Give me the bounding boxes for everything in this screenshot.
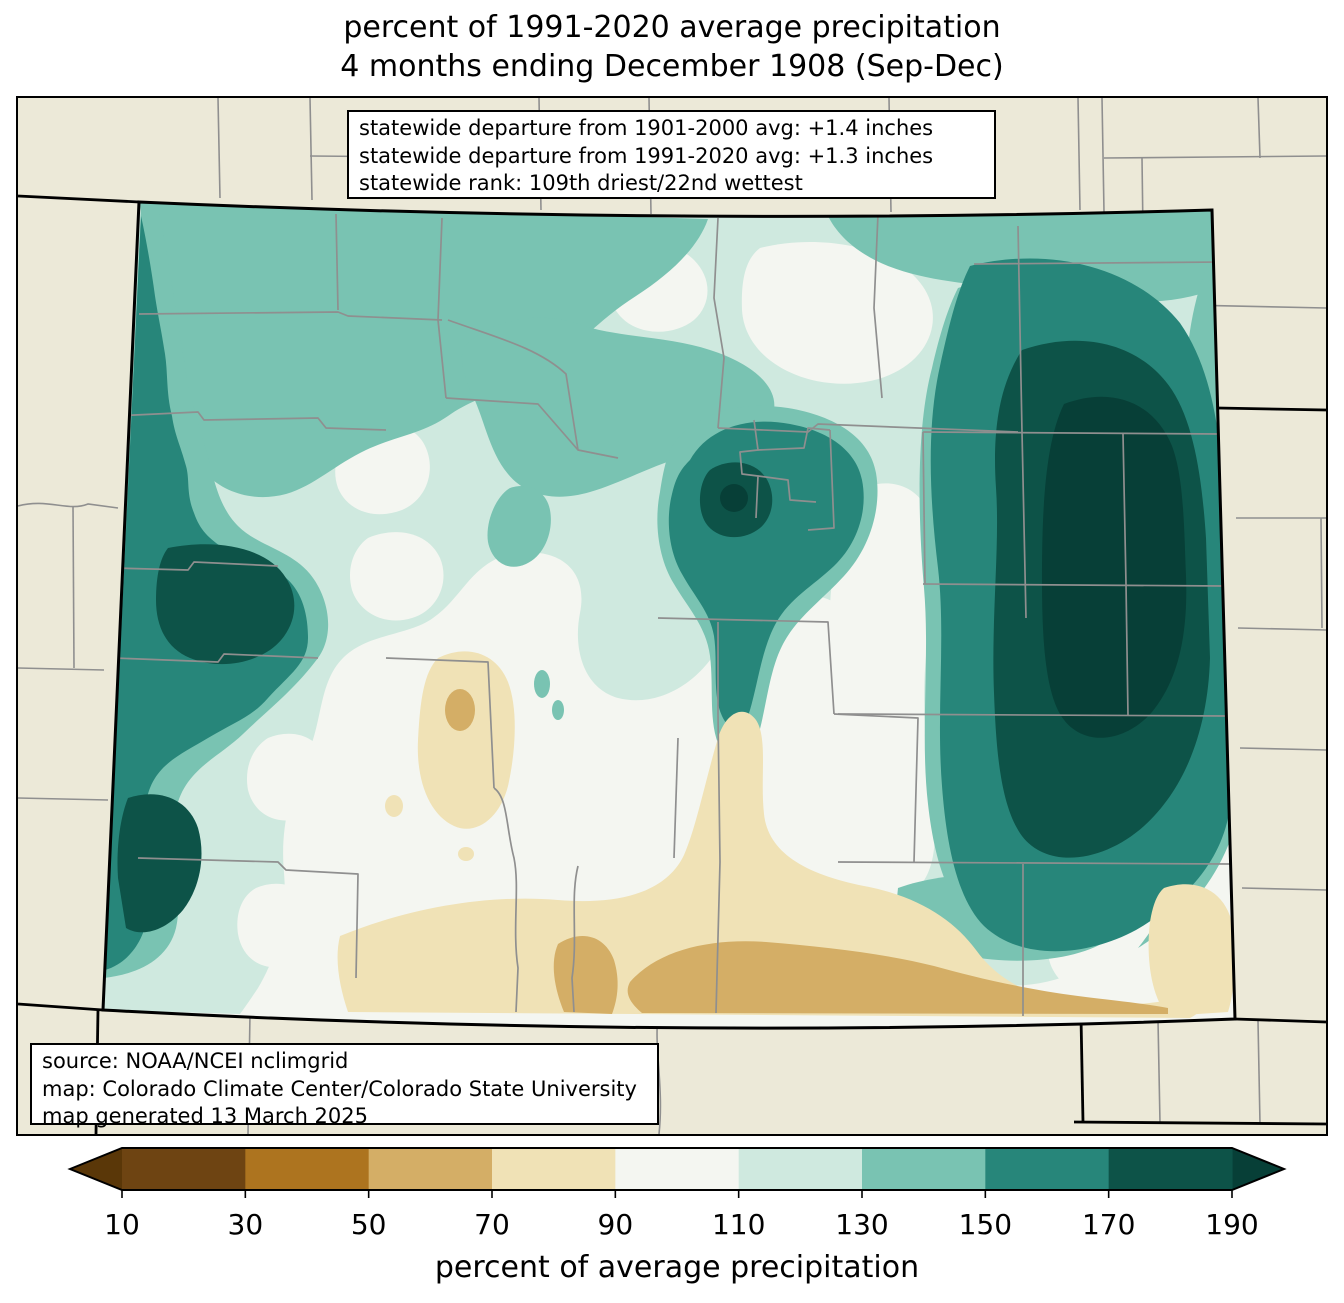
colorbar-segment-110-130 (738, 1148, 863, 1190)
contour-regions-gt190 (720, 396, 1187, 738)
colorbar-tick-label: 130 (835, 1208, 888, 1241)
colorbar-extend-high-arrow-icon (1232, 1148, 1284, 1190)
colorbar-tick-label: 10 (104, 1208, 140, 1241)
state-border-ut-az (18, 1002, 104, 1012)
colorbar-segment-30-50 (245, 1148, 370, 1190)
figure-title-line2: 4 months ending December 1908 (Sep-Dec) (340, 49, 1004, 84)
figure-title: percent of 1991-2020 average precipitati… (0, 8, 1344, 86)
figure-title-line1: percent of 1991-2020 average precipitati… (343, 10, 1001, 45)
credit-line-generated: map generated 13 March 2025 (42, 1104, 369, 1128)
credit-line-source: source: NOAA/NCEI nclimgrid (42, 1049, 349, 1073)
statewide-stats-box: statewide departure from 1901-2000 avg: … (347, 110, 996, 199)
state-border-nm-ok (1079, 1016, 1085, 1123)
colorbar-tick-label: 90 (598, 1208, 634, 1241)
colorado-precipitation-map (18, 98, 1326, 1134)
colorbar-svg: 10 30 50 70 90 110 130 150 170 190 percent of aver… (67, 1147, 1287, 1285)
colorbar-segment-130-150 (862, 1148, 986, 1190)
colorbar-segment-50-70 (368, 1148, 493, 1190)
colorbar-extend-low-arrow-icon (70, 1148, 122, 1190)
colorbar-tick-label: 150 (959, 1208, 1012, 1241)
credit-line-map: map: Colorado Climate Center/Colorado St… (42, 1076, 637, 1101)
map-frame (16, 96, 1328, 1136)
state-border-ne-ks (1217, 406, 1326, 412)
stat-line-rank: statewide rank: 109th driest/22nd wettes… (359, 171, 803, 195)
source-credit-box: source: NOAA/NCEI nclimgrid map: Colorad… (30, 1043, 659, 1128)
colorbar-segment-170-190 (1108, 1148, 1233, 1190)
colorbar-tick-label: 50 (351, 1208, 387, 1241)
colorbar-segment-10-30 (122, 1148, 246, 1190)
colorbar-axis-label: percent of average precipitation (435, 1250, 919, 1285)
state-border-ut-wy (18, 194, 140, 204)
colorbar-tick-label: 110 (712, 1208, 765, 1241)
colorbar-tick-label: 30 (228, 1208, 264, 1241)
colorbar-tick-label: 170 (1082, 1208, 1135, 1241)
stat-line-departure-1991-2020: statewide departure from 1991-2020 avg: … (359, 143, 934, 168)
colorado-county-lines (113, 213, 1231, 1016)
colorbar-segment-90-110 (615, 1148, 740, 1190)
colorbar-segment-70-90 (492, 1148, 616, 1190)
state-border-ks-ok (1234, 1017, 1326, 1024)
colorado-contour-fills (103, 202, 1235, 1029)
colorado-state-border (101, 200, 1237, 1030)
stat-line-departure-1901-2000: statewide departure from 1901-2000 avg: … (359, 116, 934, 140)
colorbar-tick-label: 70 (474, 1208, 510, 1241)
colorbar-segment-150-170 (985, 1148, 1110, 1190)
colorbar-tick-label: 190 (1205, 1208, 1258, 1241)
contour-regions-70-90 (337, 651, 1235, 1018)
contour-regions-50-70 (445, 689, 1168, 1014)
colorbar: 10 30 50 70 90 110 130 150 170 190 percent of aver… (0, 1137, 1344, 1299)
state-border-ok-tx (1073, 1120, 1326, 1126)
